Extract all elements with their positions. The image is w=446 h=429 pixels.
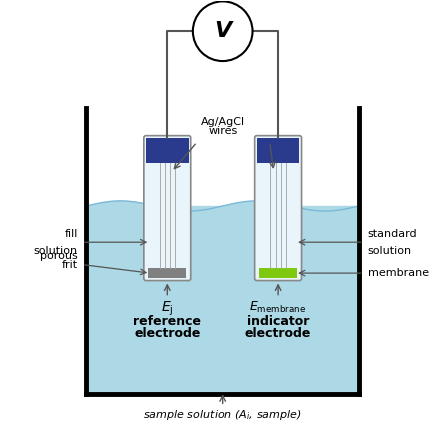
Text: frit: frit	[62, 260, 78, 269]
Bar	[148, 268, 186, 278]
FancyBboxPatch shape	[144, 136, 191, 281]
Bar	[259, 268, 297, 278]
Text: electrode: electrode	[245, 327, 311, 341]
Text: standard: standard	[368, 229, 417, 239]
Text: solution: solution	[33, 246, 78, 256]
Text: V: V	[214, 21, 231, 41]
Text: Ag/AgCl: Ag/AgCl	[201, 117, 245, 127]
Circle shape	[193, 1, 252, 61]
Text: $E_\mathrm{j}$: $E_\mathrm{j}$	[161, 300, 173, 318]
Text: electrode: electrode	[134, 327, 200, 341]
Text: indicator: indicator	[247, 314, 309, 328]
Text: sample solution ($A_i$, sample): sample solution ($A_i$, sample)	[143, 408, 302, 423]
Text: reference: reference	[133, 314, 201, 328]
Text: porous: porous	[40, 251, 78, 261]
Text: $E_\mathrm{membrane}$: $E_\mathrm{membrane}$	[249, 300, 307, 315]
Polygon shape	[87, 206, 359, 393]
FancyBboxPatch shape	[255, 136, 301, 281]
Text: fill: fill	[64, 229, 78, 239]
Text: solution: solution	[368, 246, 412, 256]
Bar	[257, 138, 299, 163]
Bar	[146, 138, 189, 163]
Text: membrane: membrane	[368, 268, 429, 278]
Text: wires: wires	[208, 126, 237, 136]
